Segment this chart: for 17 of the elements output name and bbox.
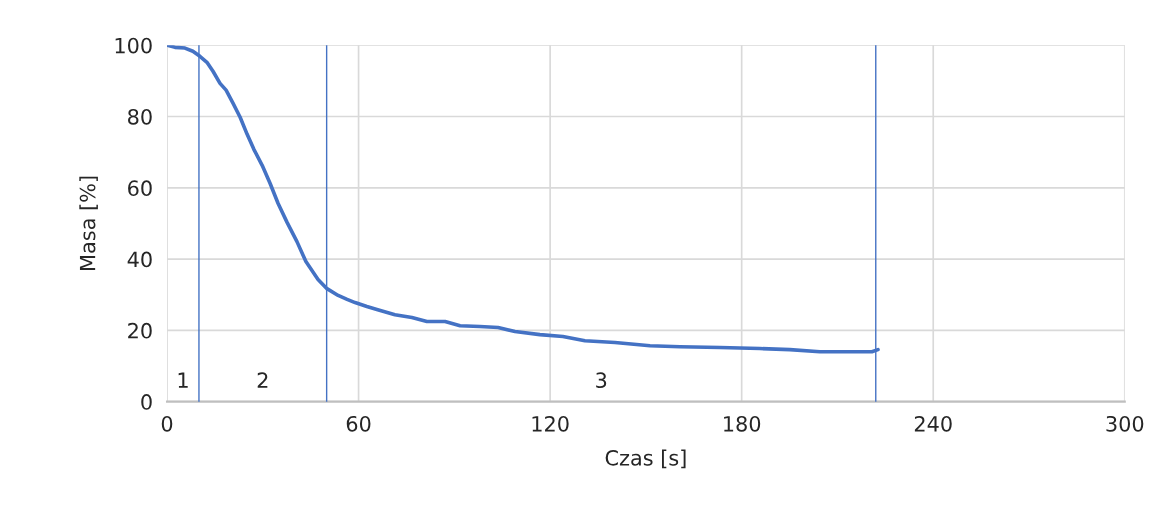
y-tick-label: 40	[127, 251, 152, 268]
x-tick-label: 120	[532, 415, 569, 432]
x-tick-label: 300	[1106, 415, 1144, 432]
x-tick-label: 240	[914, 415, 952, 432]
annotation: 3	[596, 372, 607, 389]
y-axis-title: Masa [%]	[79, 176, 98, 270]
x-tick-label: 0	[161, 415, 173, 432]
annotation: 1	[178, 372, 188, 388]
y-tick-label: 80	[128, 108, 152, 125]
x-axis-title: Czas [s]	[605, 449, 686, 469]
y-tick-label: 0	[141, 394, 152, 410]
y-tick-label: 100	[115, 37, 152, 54]
x-tick-label: 60	[346, 415, 371, 432]
x-tick-label: 180	[724, 415, 761, 432]
annotation: 2	[257, 372, 268, 388]
y-tick-label: 20	[128, 322, 152, 339]
y-tick-label: 60	[128, 180, 152, 197]
